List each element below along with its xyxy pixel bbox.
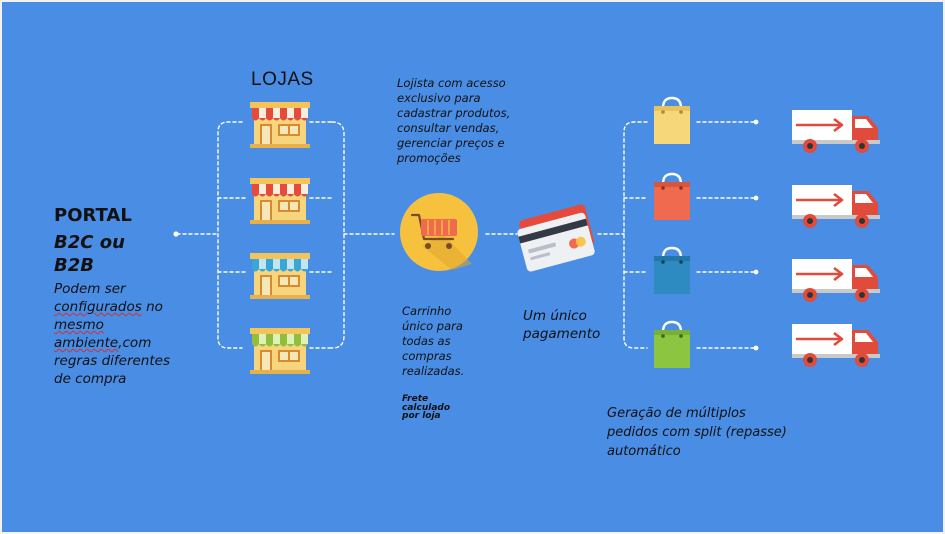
cart-label: Carrinho único para todas as compras rea…: [402, 304, 465, 378]
portal-description: Podem ser configurados no mesmo ambiente…: [54, 280, 174, 388]
portal-desc-part3: ,com regras diferentes de compra: [54, 335, 170, 387]
portal-desc-part1: Podem ser: [54, 281, 126, 297]
portal-desc-link2: mesmo ambiente: [54, 317, 119, 351]
orders-label: Geração de múltiplos pedidos com split (…: [607, 406, 787, 459]
truck-icon-2: [790, 183, 882, 230]
truck-icon-3: [790, 257, 882, 304]
store-icon-2: [250, 178, 310, 224]
truck-icon-4: [790, 322, 882, 369]
stores-title: LOJAS: [251, 69, 314, 90]
store-icon-4: [250, 328, 310, 374]
shopping-bag-icon-1: [654, 96, 690, 144]
portal-desc-link1: configurados: [54, 299, 142, 315]
lojista-note: Lojista com acesso exclusivo para cadast…: [397, 76, 511, 165]
store-icon-3: [250, 253, 310, 299]
shopping-bag-icon-4: [654, 320, 690, 368]
shopping-bag-icon-2: [654, 172, 690, 220]
portal-desc-part2: no: [141, 299, 163, 315]
portal-title: PORTAL: [54, 205, 132, 226]
payment-label: Um único pagamento: [523, 308, 601, 342]
frete-note: Frete calculado por loja: [402, 394, 451, 421]
truck-icon-1: [790, 108, 882, 155]
shopping-bag-icon-3: [654, 246, 690, 294]
portal-subtitle: B2C ou B2B: [54, 232, 125, 276]
store-icon-1: [250, 102, 310, 148]
